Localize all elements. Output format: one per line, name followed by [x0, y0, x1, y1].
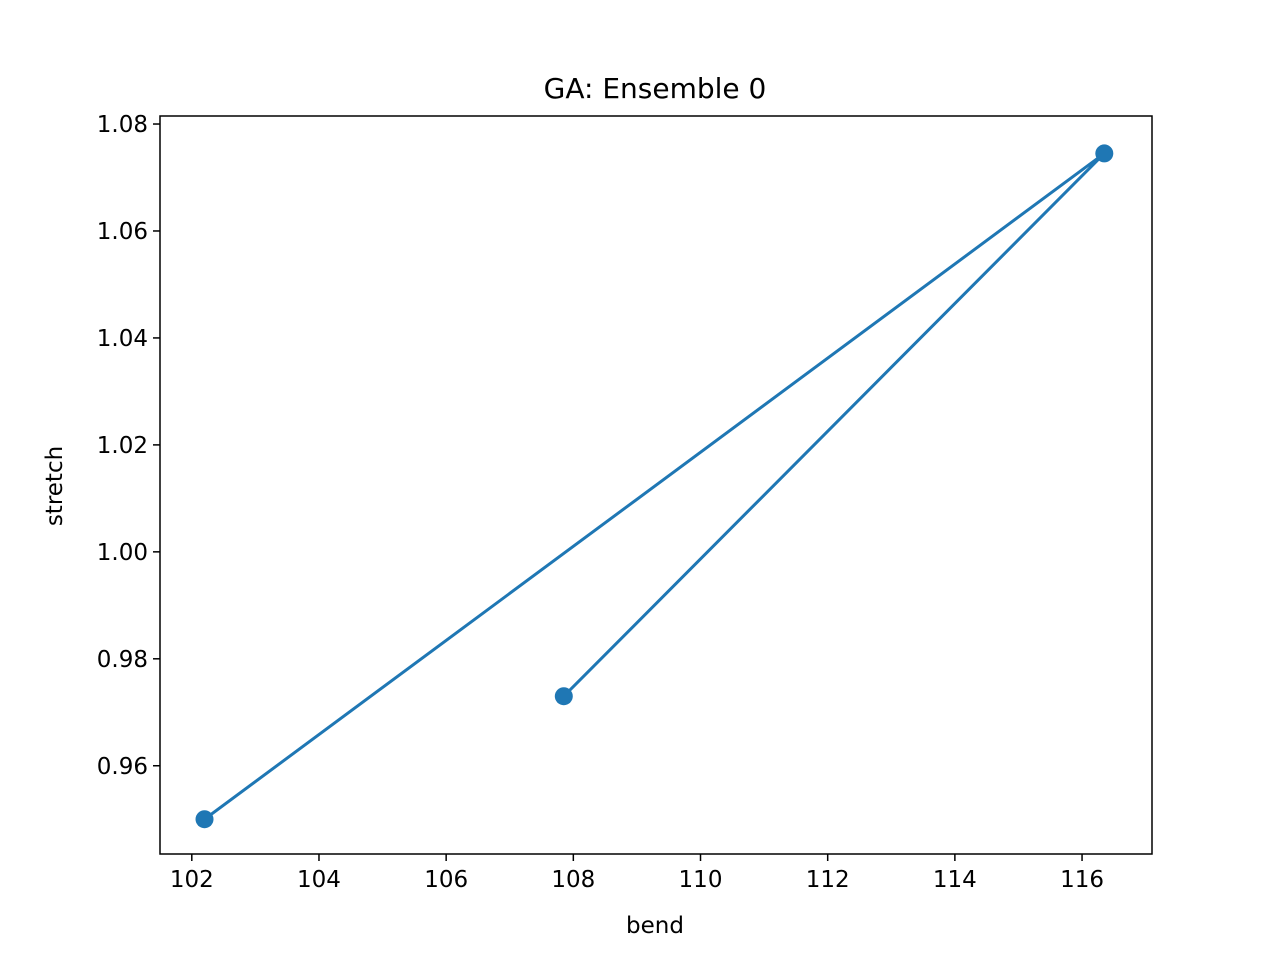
x-tick-label: 106	[424, 867, 468, 893]
data-point	[1095, 144, 1114, 163]
x-tick-label: 102	[170, 867, 214, 893]
series-layer	[195, 144, 1114, 829]
x-tick-label: 110	[679, 867, 723, 893]
chart-title: GA: Ensemble 0	[544, 72, 767, 105]
y-axis-ticks: 0.96 0.98 1.00 1.02 1.04 1.06 1.08	[97, 112, 160, 780]
y-tick-label: 1.06	[97, 219, 148, 245]
x-tick-label: 108	[551, 867, 595, 893]
x-axis-label: bend	[626, 913, 684, 939]
x-tick-label: 112	[806, 867, 850, 893]
y-tick-label: 0.96	[97, 754, 148, 780]
data-point	[195, 810, 214, 829]
data-point	[554, 687, 573, 706]
y-tick-label: 1.00	[97, 540, 148, 566]
y-tick-label: 1.02	[97, 433, 148, 459]
y-tick-label: 1.04	[97, 326, 148, 352]
y-tick-label: 0.98	[97, 647, 148, 673]
x-axis-ticks: 102 104 106 108 110 112 114 116	[170, 854, 1104, 893]
x-tick-label: 114	[933, 867, 977, 893]
x-tick-label: 104	[297, 867, 341, 893]
x-tick-label: 116	[1060, 867, 1104, 893]
axes-frame	[159, 115, 1153, 855]
y-axis-label: stretch	[42, 446, 68, 526]
y-tick-label: 1.08	[97, 112, 148, 138]
